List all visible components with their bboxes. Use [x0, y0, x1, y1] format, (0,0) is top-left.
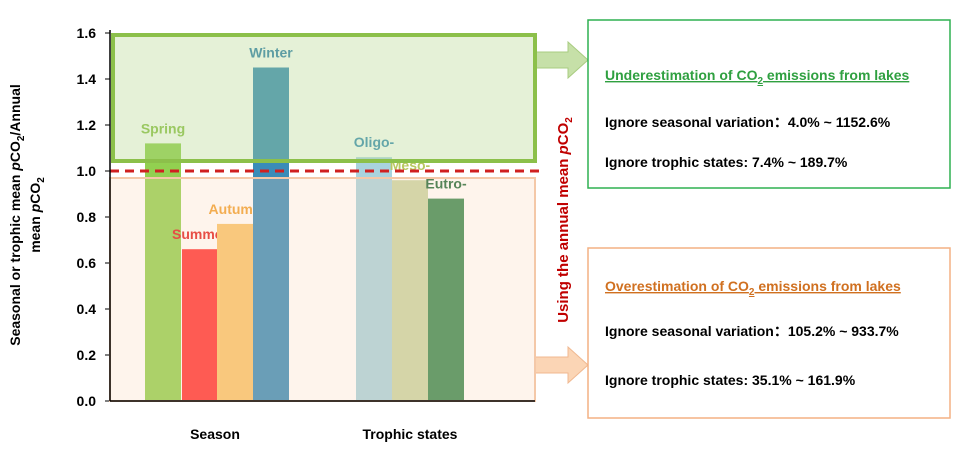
- y-tick-label: 0.8: [77, 209, 97, 225]
- arrow: [534, 345, 589, 385]
- bar-label: Oligo-: [354, 134, 395, 150]
- box-title: Overestimation of CO2 emissions from lak…: [605, 278, 901, 298]
- box-title: Underestimation of CO2 emissions from la…: [605, 67, 910, 87]
- group-label: Season: [190, 426, 240, 442]
- y-tick-label: 0.0: [77, 393, 97, 409]
- y-tick-label: 0.6: [77, 255, 97, 271]
- y-axis-label: mean pCO2: [27, 177, 47, 253]
- y-tick-label: 0.4: [77, 301, 97, 317]
- annotation: Using the annual mean pCO2: [555, 117, 575, 323]
- bar: [145, 143, 181, 401]
- box-text: Ignore seasonal variation：105.2% ~ 933.7…: [605, 323, 899, 339]
- box-text: Ignore seasonal variation：4.0% ~ 1152.6%: [605, 114, 891, 130]
- y-axis-label: Seasonal or trophic mean pCO2/Annual: [7, 84, 27, 346]
- info-box: [587, 247, 951, 419]
- y-tick-label: 0.2: [77, 347, 97, 363]
- y-tick-label: 1.0: [77, 163, 97, 179]
- y-tick-label: 1.2: [77, 117, 97, 133]
- bar: [428, 198, 464, 401]
- highlight-box: [111, 33, 537, 163]
- bar-label: Eutro-: [425, 176, 467, 192]
- arrow: [534, 40, 589, 80]
- bar: [392, 180, 428, 401]
- bar: [356, 157, 392, 401]
- bar: [217, 223, 253, 401]
- bar-label: Autumn: [209, 201, 262, 217]
- y-tick-label: 1.6: [77, 25, 97, 41]
- bar: [253, 67, 289, 401]
- box-text: Ignore trophic states: 35.1% ~ 161.9%: [605, 372, 856, 388]
- bar-label: Winter: [249, 45, 293, 61]
- bar-label: Summer: [172, 226, 229, 242]
- box-text: Ignore trophic states: 7.4% ~ 189.7%: [605, 154, 848, 170]
- bar-label: Spring: [141, 120, 185, 136]
- group-label: Trophic states: [363, 426, 458, 442]
- y-tick-label: 1.4: [77, 71, 97, 87]
- bar: [182, 249, 218, 401]
- highlight-box: [109, 177, 536, 402]
- info-box: [587, 19, 951, 189]
